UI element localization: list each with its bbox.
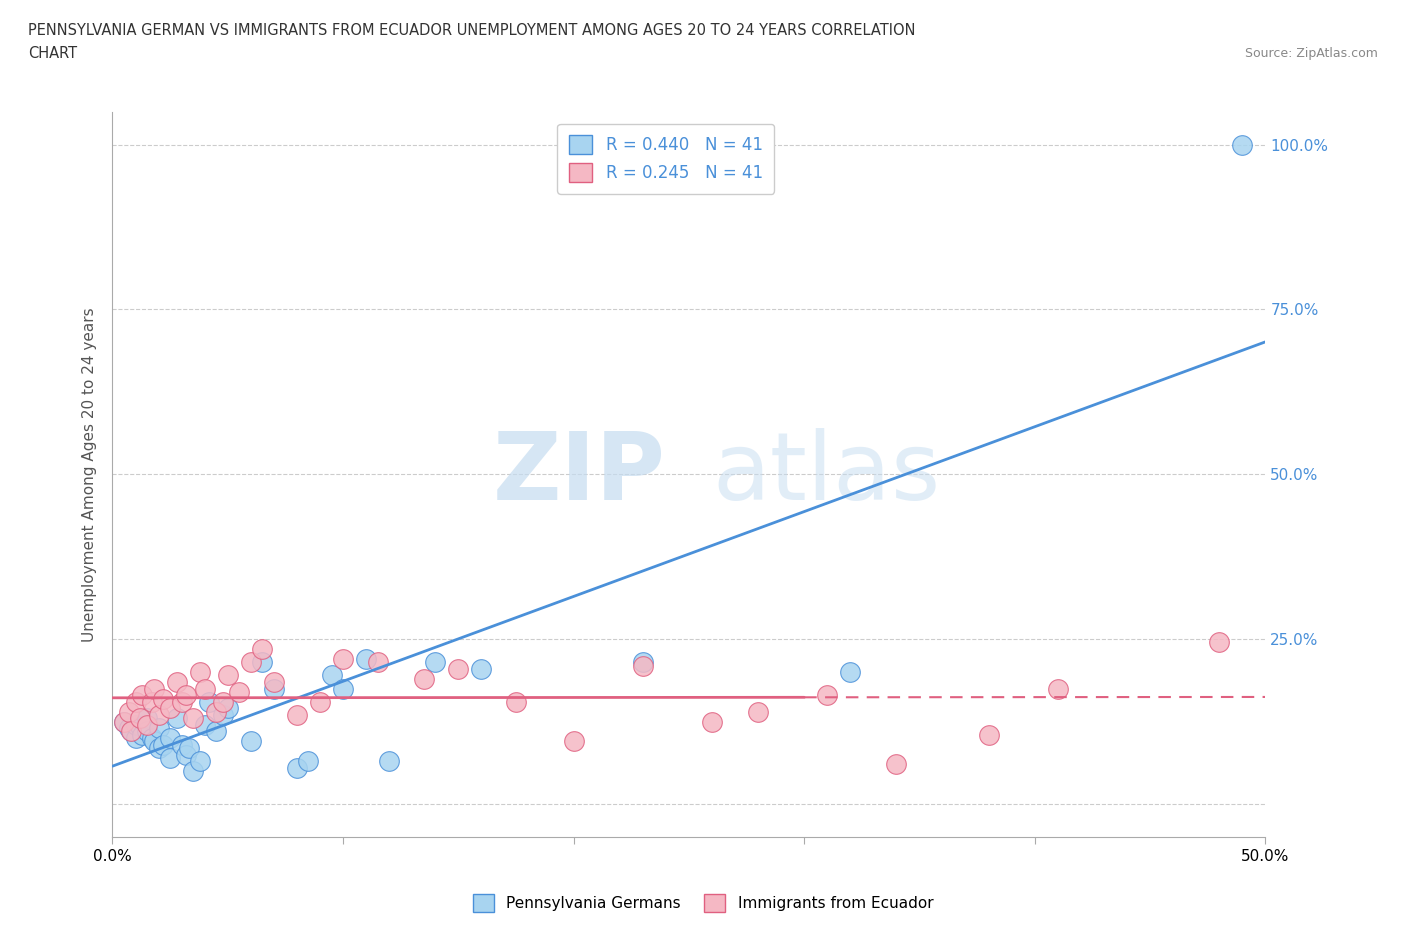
Point [217,701,239,716]
Point [252,642,274,657]
Point [129,719,152,734]
Point [747,704,769,719]
Point [159,751,181,765]
Point [194,717,217,732]
Point [217,668,239,683]
Point [136,724,159,739]
Point [367,655,389,670]
Point [159,701,181,716]
Point [148,740,170,755]
Point [212,708,235,723]
Point [700,714,723,729]
Point [412,671,434,686]
Point [112,714,135,729]
Point [839,665,862,680]
Point [131,727,153,742]
Point [252,655,274,670]
Point [321,668,343,683]
Point [631,655,654,670]
Point [228,684,250,699]
Point [188,753,211,768]
Point [177,740,200,755]
Point [631,658,654,673]
Point [181,711,204,725]
Point [120,724,142,739]
Point [297,753,319,768]
Point [143,734,166,749]
Point [143,681,166,696]
Point [152,737,174,752]
Point [239,734,262,749]
Point [174,747,197,762]
Point [332,652,354,667]
Point [425,655,447,670]
Point [170,695,193,710]
Point [354,652,377,667]
Point [1046,681,1069,696]
Legend: R = 0.440   N = 41, R = 0.245   N = 41: R = 0.440 N = 41, R = 0.245 N = 41 [557,124,775,193]
Point [131,688,153,703]
Y-axis label: Unemployment Among Ages 20 to 24 years: Unemployment Among Ages 20 to 24 years [82,307,97,642]
Point [117,704,139,719]
Point [285,761,308,776]
Point [198,695,221,710]
Point [447,661,470,676]
Point [174,688,197,703]
Point [148,708,170,723]
Point [332,681,354,696]
Point [188,665,211,680]
Point [152,691,174,706]
Point [136,717,159,732]
Point [136,711,159,725]
Point [129,711,152,725]
Point [124,717,146,732]
Point [205,724,228,739]
Text: atlas: atlas [711,429,941,520]
Point [886,757,908,772]
Point [505,695,527,710]
Text: PENNSYLVANIA GERMAN VS IMMIGRANTS FROM ECUADOR UNEMPLOYMENT AMONG AGES 20 TO 24 : PENNSYLVANIA GERMAN VS IMMIGRANTS FROM E… [28,23,915,38]
Point [815,688,838,703]
Point [124,731,146,746]
Point [194,681,217,696]
Point [285,708,308,723]
Point [181,764,204,778]
Point [977,727,1000,742]
Point [166,674,188,689]
Text: Source: ZipAtlas.com: Source: ZipAtlas.com [1244,46,1378,60]
Point [120,724,142,739]
Point [141,695,163,710]
Point [212,695,235,710]
Point [239,655,262,670]
Point [470,661,492,676]
Point [112,714,135,729]
Point [166,711,188,725]
Legend: Pennsylvania Germans, Immigrants from Ecuador: Pennsylvania Germans, Immigrants from Ec… [467,888,939,918]
Point [159,731,181,746]
Point [141,731,163,746]
Point [124,695,146,710]
Point [309,695,332,710]
Text: ZIP: ZIP [494,429,666,520]
Point [1232,137,1254,152]
Point [1208,635,1230,650]
Point [378,753,401,768]
Point [170,737,193,752]
Point [562,734,585,749]
Point [148,721,170,736]
Point [263,681,285,696]
Point [263,674,285,689]
Point [205,704,228,719]
Point [117,721,139,736]
Text: CHART: CHART [28,46,77,61]
